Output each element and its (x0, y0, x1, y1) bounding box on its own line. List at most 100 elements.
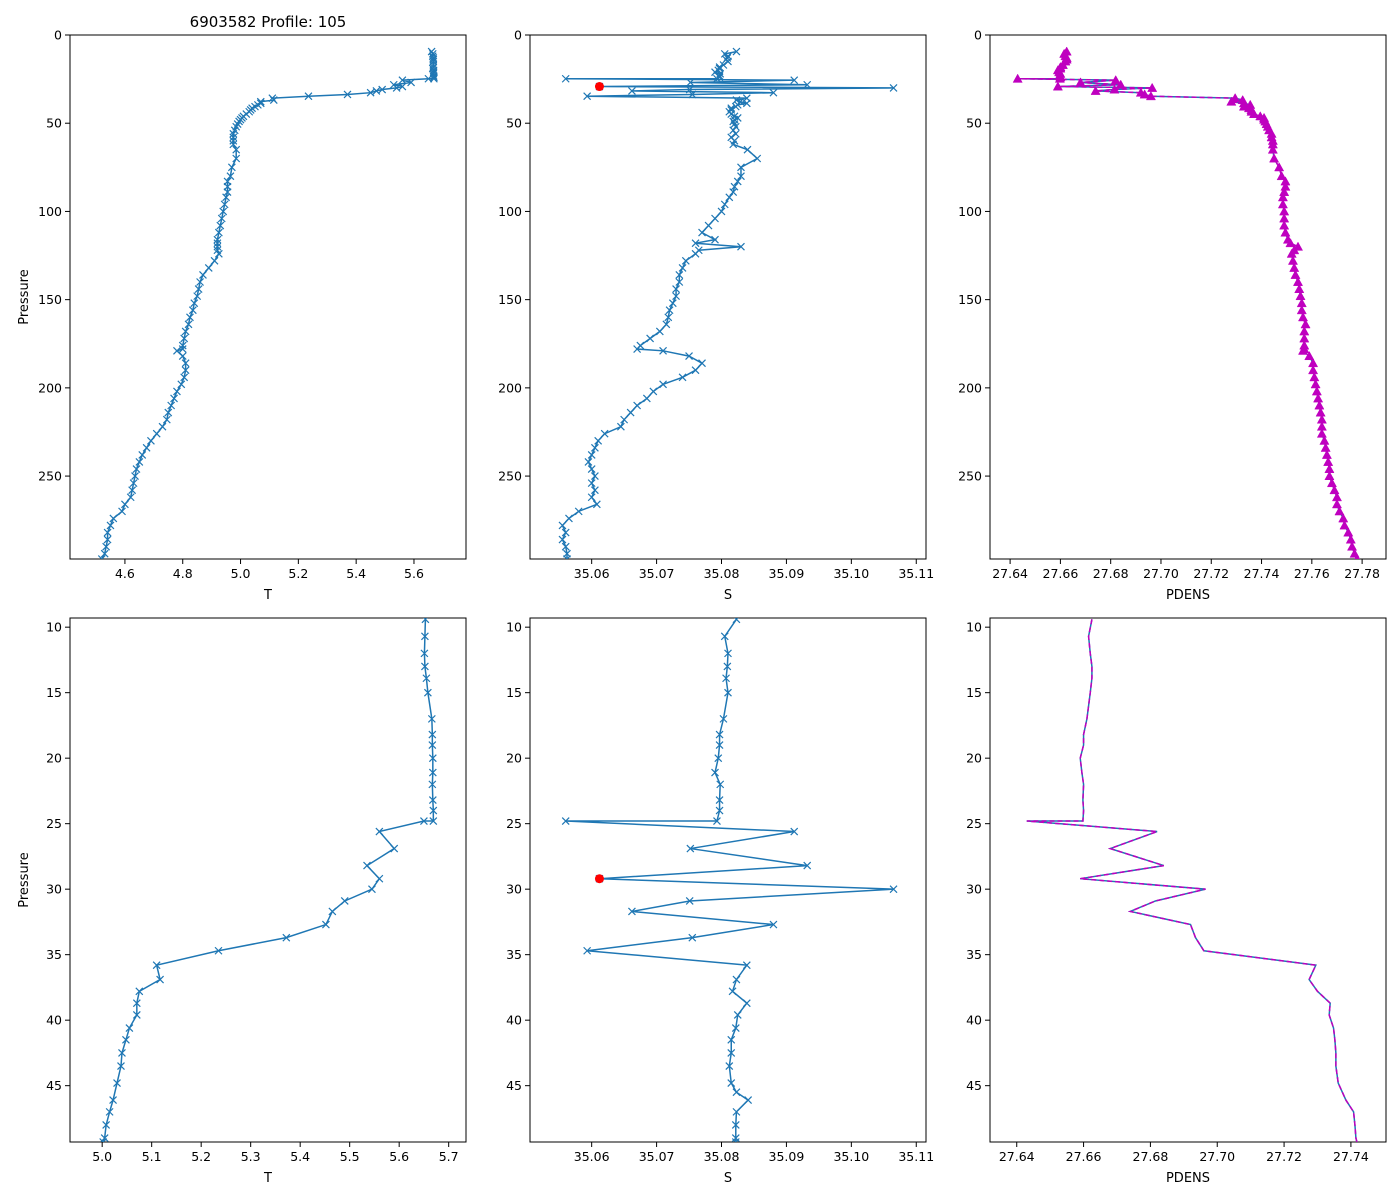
y-tick-label: 150 (498, 292, 522, 307)
data-point-marker (421, 618, 430, 624)
x-tick-label: 35.07 (639, 1149, 675, 1164)
data-point-marker (727, 1048, 736, 1057)
data-point-marker (685, 85, 694, 94)
x-tick-label: 27.72 (1266, 1149, 1302, 1164)
x-axis-label: T (263, 588, 272, 603)
data-point-marker (105, 1107, 114, 1116)
plot-frame (69, 34, 467, 560)
data-point-marker (164, 408, 173, 417)
data-point-marker (113, 1079, 121, 1087)
y-tick-label: 30 (966, 882, 982, 897)
plot-frame (69, 617, 467, 1143)
data-point-marker (429, 54, 438, 62)
data-point-marker (594, 436, 603, 445)
data-point-marker (592, 500, 601, 509)
data-layer (558, 47, 898, 559)
data-layer (1012, 46, 1360, 559)
data-layer (99, 618, 438, 1142)
data-point-marker (378, 85, 387, 94)
x-axis-label: PDENS (1166, 1171, 1210, 1186)
data-point-marker (216, 221, 225, 230)
data-point-marker (563, 555, 571, 559)
data-point-marker (181, 359, 190, 368)
data-point-marker (713, 74, 721, 83)
x-tick-label: 35.08 (704, 566, 740, 581)
data-point-marker (633, 401, 642, 410)
data-point-marker (769, 920, 778, 929)
data-point-marker (698, 228, 706, 237)
data-point-marker (715, 741, 724, 749)
data-point-marker (561, 74, 570, 83)
data-point-marker (561, 542, 570, 551)
data-point-marker (681, 256, 690, 265)
chart-top-S: 35.06 35.07 35.08 35.09 35.10 35.11 0 50 100 150 2… (498, 28, 934, 604)
data-point-marker (220, 200, 229, 209)
data-point-marker (398, 82, 407, 91)
data-point-marker (727, 1035, 736, 1044)
data-point-marker (428, 796, 437, 805)
chart-bottom-T: 5.0 5.1 5.2 5.3 5.4 5.5 5.6 5.7 10 15 20 25 30 35 40 45… (17, 617, 467, 1186)
x-tick-label: 27.72 (1193, 566, 1229, 581)
y-tick-label: 30 (506, 882, 522, 897)
y-tick-label: 50 (506, 116, 522, 131)
data-point-marker (715, 730, 724, 739)
data-point-marker (424, 74, 433, 83)
data-point-marker (590, 486, 599, 495)
data-point-marker (428, 730, 437, 739)
series-line (561, 50, 894, 559)
x-tick-label: 27.68 (1093, 566, 1129, 581)
x-tick-label: 27.74 (1333, 1149, 1369, 1164)
y-tick-label: 0 (974, 28, 982, 43)
data-point-marker (184, 320, 193, 329)
data-point-marker (711, 214, 719, 223)
data-point-marker (103, 535, 112, 544)
x-tick-label: 35.09 (769, 566, 805, 581)
data-point-marker (732, 1088, 741, 1097)
data-point-marker (729, 126, 738, 135)
data-point-marker (423, 688, 432, 697)
data-point-marker (429, 72, 438, 80)
y-tick-label: 0 (54, 28, 62, 43)
x-tick-label: 5.6 (389, 1149, 409, 1164)
data-point-marker (724, 57, 732, 66)
data-point-marker (368, 885, 376, 894)
data-layer (1026, 619, 1358, 1142)
data-point-marker (229, 140, 238, 149)
data-point-marker (727, 110, 736, 118)
data-point-marker (649, 387, 658, 396)
data-point-marker (664, 313, 673, 322)
data-point-marker (194, 285, 203, 293)
data-point-marker (152, 961, 161, 970)
data-point-marker (558, 521, 567, 530)
data-layer (97, 47, 438, 559)
y-tick-label: 0 (514, 28, 522, 43)
data-point-marker (109, 1096, 117, 1105)
data-point-marker (1298, 312, 1309, 322)
x-tick-label: 5.0 (92, 1149, 112, 1164)
data-point-marker (125, 1024, 134, 1032)
data-point-marker (691, 249, 700, 258)
x-tick-label: 5.4 (290, 1149, 310, 1164)
data-point-marker (152, 429, 161, 438)
data-point-marker (728, 987, 737, 996)
data-point-marker (102, 1121, 111, 1129)
x-axis-label: T (263, 1171, 272, 1186)
data-point-marker (106, 521, 115, 530)
x-axis-label: S (724, 588, 732, 603)
data-point-marker (659, 346, 668, 355)
y-tick-label: 35 (46, 947, 62, 962)
data-point-marker (583, 92, 592, 101)
y-tick-label: 100 (498, 204, 522, 219)
y-tick-label: 250 (38, 469, 62, 484)
data-point-marker (616, 422, 625, 431)
x-tick-label: 5.2 (191, 1149, 211, 1164)
data-point-marker (214, 228, 223, 237)
data-point-marker (587, 465, 596, 473)
data-point-marker (428, 768, 437, 777)
data-point-marker (138, 450, 147, 459)
data-point-marker (724, 688, 732, 697)
data-point-marker (102, 542, 111, 551)
data-point-marker (678, 263, 687, 272)
y-tick-label: 40 (46, 1013, 62, 1028)
